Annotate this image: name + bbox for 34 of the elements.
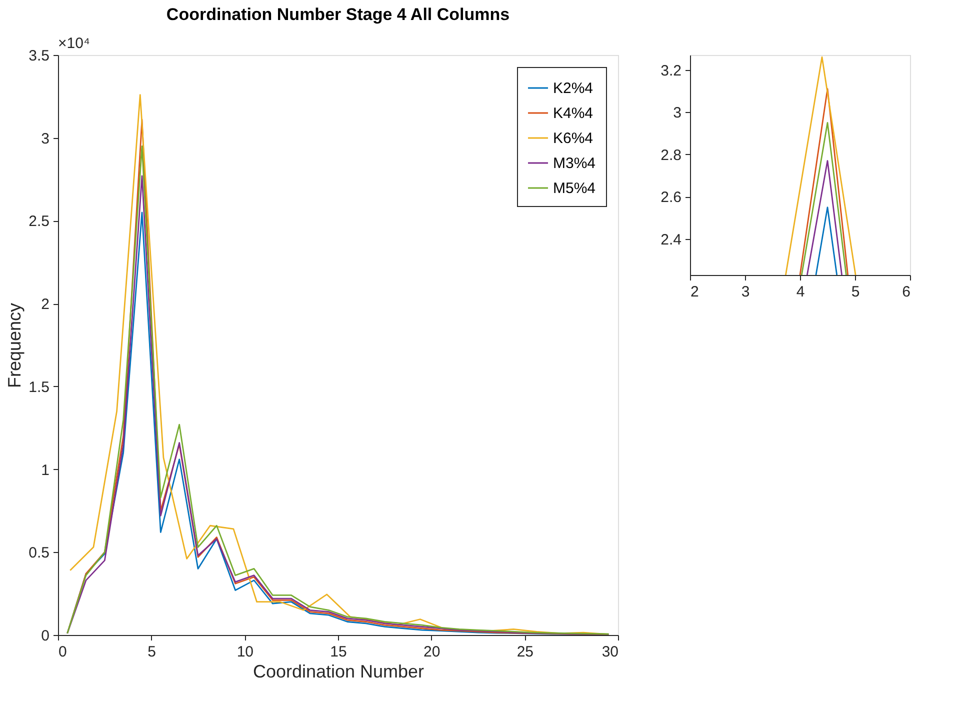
y-tick-label: 3.5 <box>28 48 50 64</box>
x-tick-label: 15 <box>330 644 347 660</box>
legend-label: K2%4 <box>553 80 594 97</box>
x-tick-label: 5 <box>851 284 860 300</box>
legend-label: M3%4 <box>553 155 596 172</box>
y-tick-label: 0.5 <box>28 544 50 562</box>
y-tick-label: 2.5 <box>28 213 50 230</box>
x-tick-label: 20 <box>423 644 440 660</box>
y-tick-label: 0 <box>41 628 50 644</box>
x-tick-label: 4 <box>796 284 805 300</box>
y-tick-label: 1.5 <box>28 378 50 396</box>
y-tick-label: 3 <box>41 130 50 148</box>
y-tick-label: 2.4 <box>660 232 682 249</box>
legend-label: M5%4 <box>553 180 596 197</box>
legend-label: K4%4 <box>553 105 594 122</box>
text: ×10⁴ <box>58 35 90 52</box>
x-tick-label: 5 <box>148 644 156 660</box>
x-tick-label: 25 <box>516 644 534 660</box>
y-tick-label: 2.8 <box>660 146 682 164</box>
x-tick-label: 3 <box>741 284 750 300</box>
chart-title: Coordination Number Stage 4 All Columns <box>166 5 510 24</box>
x-tick-label: 10 <box>236 644 254 660</box>
y-tick-label: 2.6 <box>660 189 682 206</box>
x-tick-label: 2 <box>690 284 699 300</box>
y-axis-title: Frequency <box>4 302 25 388</box>
y-tick-label: 2 <box>41 296 50 314</box>
legend-label: K6%4 <box>553 130 594 147</box>
y-tick-label: 1 <box>41 462 50 479</box>
y-tick-label: 3 <box>673 104 682 122</box>
y-tick-label: 3.2 <box>660 62 682 80</box>
x-tick-label: 6 <box>902 284 910 300</box>
x-tick-label: 0 <box>58 644 67 660</box>
x-tick-label: 30 <box>602 644 618 660</box>
x-axis-title: Coordination Number <box>252 662 424 682</box>
